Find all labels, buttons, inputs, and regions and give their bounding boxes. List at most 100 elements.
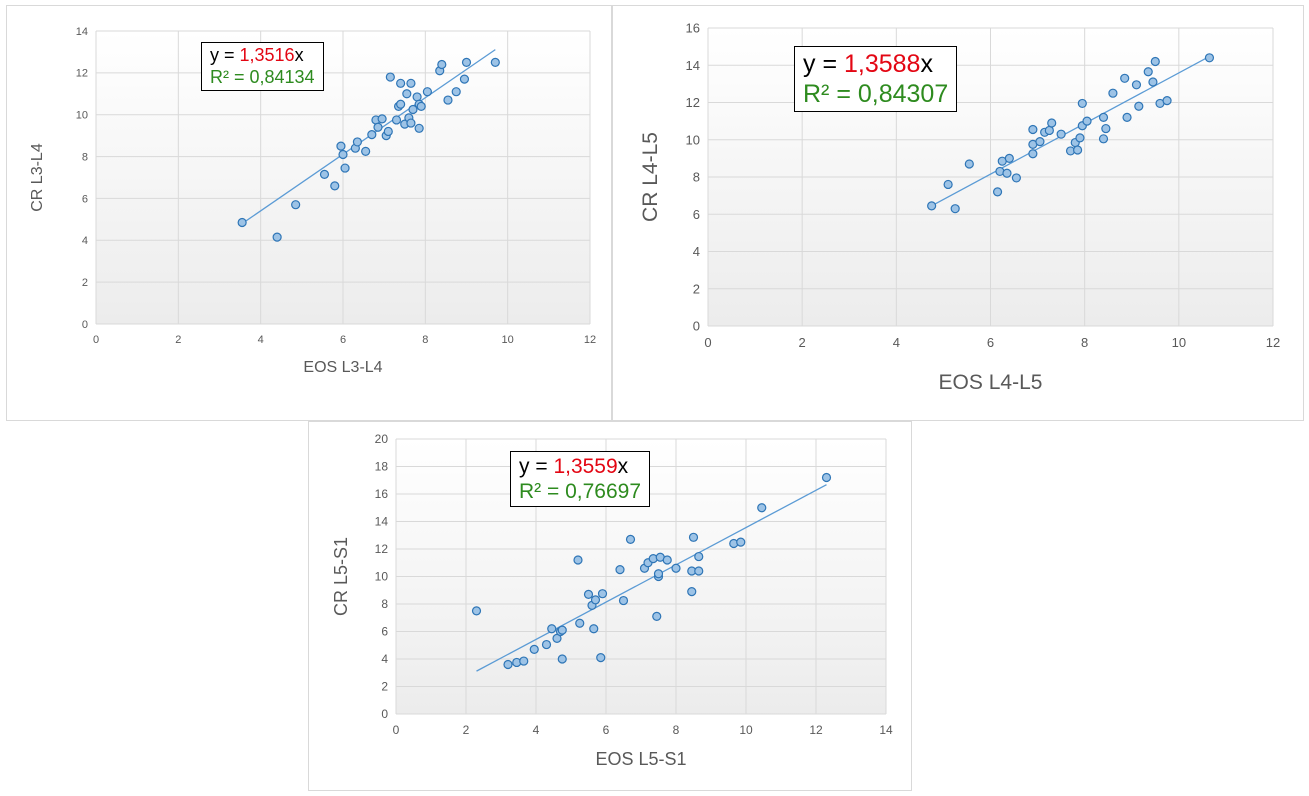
data-point (992, 187, 1003, 197)
data-point (662, 555, 672, 565)
x-tick-label: 0 (704, 335, 711, 350)
data-point (573, 555, 583, 565)
equation-coefficient: 1,3516 (239, 45, 295, 65)
equation-suffix: x (294, 45, 304, 65)
data-point (1011, 173, 1021, 183)
data-point (927, 201, 937, 211)
data-point (590, 595, 601, 605)
y-tick-label: 8 (693, 170, 700, 185)
data-point (1035, 137, 1045, 147)
data-point (402, 89, 412, 99)
data-point (653, 569, 664, 579)
data-point (408, 104, 418, 115)
data-point (757, 503, 767, 513)
y-tick-label: 20 (375, 432, 389, 446)
data-point (416, 101, 426, 111)
data-point (443, 95, 453, 105)
data-point (1143, 67, 1153, 77)
data-point (338, 149, 348, 160)
y-tick-label: 6 (82, 193, 88, 205)
data-point (1120, 73, 1130, 83)
chart-svg-l4-l5: 0 2 4 6 8 10 12 14 16 0 2 4 6 8 10 12 EOS L4-L5 CR L4-L5 (639, 21, 1280, 394)
y-tick-label: 8 (381, 597, 388, 611)
data-point (688, 532, 699, 542)
data-point (597, 589, 608, 599)
data-point (652, 611, 662, 621)
data-point (557, 654, 567, 664)
data-point (336, 141, 346, 151)
data-point (1098, 112, 1109, 123)
data-point (361, 146, 371, 156)
x-tick-label: 2 (799, 335, 806, 350)
x-axis-title: EOS L4-L5 (939, 371, 1043, 394)
data-point (596, 653, 606, 663)
data-point (396, 99, 406, 109)
x-tick-label: 12 (584, 334, 596, 346)
data-point (1150, 56, 1160, 67)
data-point (964, 159, 974, 169)
data-point (1204, 53, 1215, 63)
equation-box: y = 1,3559x R² = 0,76697 (510, 451, 651, 508)
y-tick-label: 10 (375, 570, 389, 584)
y-tick-label: 2 (693, 281, 700, 296)
data-point (383, 126, 393, 137)
data-point (352, 137, 363, 147)
x-tick-label: 4 (533, 723, 540, 737)
y-tick-label: 4 (693, 244, 700, 259)
y-tick-label: 16 (375, 487, 389, 501)
data-point (291, 200, 301, 210)
data-point (615, 565, 625, 575)
data-point (1002, 168, 1012, 178)
x-tick-label: 8 (422, 334, 428, 346)
equation-prefix: y = (803, 50, 844, 78)
x-tick-label: 4 (258, 334, 264, 346)
y-tick-label: 14 (375, 515, 389, 529)
y-tick-label: 2 (381, 680, 388, 694)
x-axis-title: EOS L5-S1 (595, 749, 686, 769)
y-axis-title: CR L5-S1 (331, 537, 351, 616)
data-point (385, 72, 395, 82)
data-point (272, 232, 282, 242)
equation-prefix: y = (519, 455, 554, 478)
data-point (1047, 118, 1057, 128)
x-tick-label: 8 (1081, 335, 1088, 350)
x-tick-label: 10 (1172, 335, 1186, 350)
data-point (422, 87, 432, 97)
y-tick-label: 14 (686, 58, 700, 73)
x-tick-label: 0 (393, 723, 400, 737)
data-point (237, 217, 247, 228)
x-tick-label: 14 (879, 723, 893, 737)
data-point (451, 87, 461, 97)
data-point (1108, 88, 1118, 98)
data-point (950, 204, 960, 214)
y-tick-label: 6 (693, 207, 700, 222)
data-point (367, 129, 377, 140)
data-point (1148, 77, 1158, 87)
y-tick-label: 16 (686, 21, 700, 36)
r-squared: R² = 0,84134 (210, 66, 315, 87)
data-point (503, 659, 513, 670)
data-point (671, 563, 681, 573)
x-tick-label: 6 (987, 335, 994, 350)
data-point (437, 59, 447, 70)
y-tick-label: 0 (693, 319, 700, 334)
equation-box: y = 1,3516x R² = 0,84134 (201, 42, 324, 92)
r-squared: R² = 0,84307 (803, 80, 949, 108)
data-point (414, 123, 424, 133)
data-point (625, 534, 636, 544)
x-tick-label: 10 (739, 723, 753, 737)
equation-coefficient: 1,3559 (553, 455, 618, 478)
data-point (943, 179, 953, 190)
data-point (461, 57, 472, 67)
x-tick-label: 4 (893, 335, 900, 350)
data-point (1134, 101, 1144, 111)
data-point (406, 118, 416, 128)
data-point (557, 625, 567, 635)
data-point (1077, 98, 1087, 109)
y-tick-label: 8 (82, 151, 88, 163)
data-point (1098, 134, 1109, 144)
equation-suffix: x (920, 50, 933, 78)
data-point (618, 595, 629, 606)
data-point (319, 169, 330, 179)
data-point (1162, 96, 1172, 106)
